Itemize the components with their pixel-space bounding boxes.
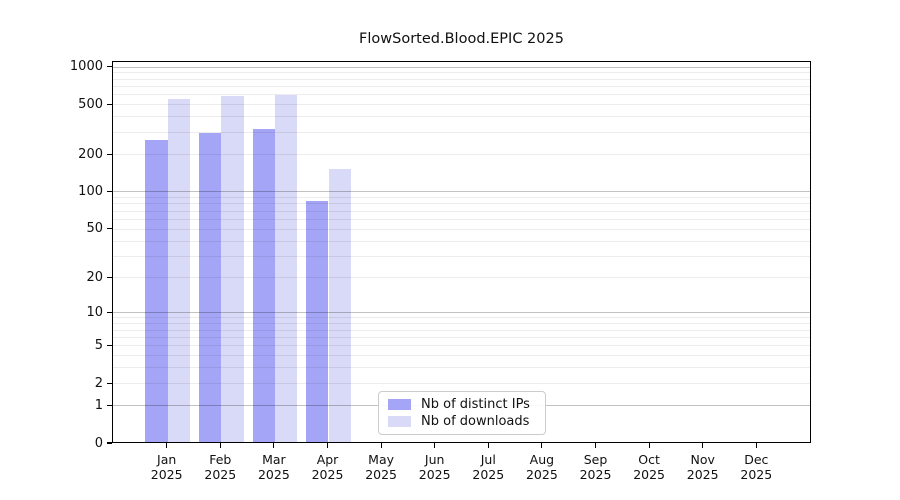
y-tick-label: 1000 [69,59,103,75]
x-axis-tick [326,443,329,448]
y-tick-label: 200 [78,146,103,162]
x-tick-label-jul: Jul 2025 [472,451,505,483]
y-gridline-minor [113,329,810,331]
y-gridline-minor [113,104,810,106]
y-axis-tick [106,66,112,68]
y-tick-label: 1 [94,397,103,413]
x-tick-label-mar: Mar 2025 [257,451,290,483]
y-gridline-minor [113,240,810,242]
legend: Nb of distinct IPs Nb of downloads [378,391,546,435]
bar-distinct-ips-mar [252,129,275,442]
plot-area [112,61,811,443]
y-gridline-minor [113,228,810,230]
y-tick-label: 10 [86,304,103,320]
x-tick-label-nov: Nov 2025 [686,451,719,483]
x-tick-label-feb: Feb 2025 [204,451,237,483]
y-axis-tick [106,191,112,193]
y-gridline-minor [113,355,810,357]
x-axis-tick [219,443,221,448]
bar-downloads-jan [167,98,190,442]
y-axis-tick [106,442,112,444]
bar-distinct-ips-feb [199,133,222,442]
y-gridline-minor [113,210,810,212]
x-tick-label-aug: Aug 2025 [525,451,558,483]
x-tick-label-jan: Jan 2025 [150,451,183,483]
x-tick-label-oct: Oct 2025 [633,451,665,483]
y-gridline-minor [113,197,810,199]
legend-swatch-downloads [388,416,411,427]
y-gridline-minor [113,85,810,87]
chart-title: FlowSorted.Blood.EPIC 2025 [359,31,564,47]
y-tick-label: 500 [78,96,103,112]
x-axis-tick [487,443,489,448]
x-tick-label-dec: Dec 2025 [740,451,773,483]
y-axis-tick [106,153,112,155]
y-gridline-minor [113,153,810,155]
bar-distinct-ips-apr [306,200,329,442]
y-gridline-minor [113,131,810,133]
x-axis-tick [648,443,650,448]
legend-item-distinct-ips: Nb of distinct IPs [388,397,536,412]
x-tick-label-jun: Jun 2025 [418,451,451,483]
y-gridline-minor [113,317,810,319]
y-tick-label: 0 [94,435,103,451]
y-gridline-minor [113,336,810,338]
y-axis-tick [106,228,112,230]
y-gridline-major [113,312,810,314]
legend-label-downloads: Nb of downloads [421,414,530,429]
y-axis-tick [106,103,112,105]
x-axis-tick [594,443,597,448]
y-gridline-minor [113,94,810,96]
x-axis-tick [166,443,168,448]
legend-label-distinct-ips: Nb of distinct IPs [421,397,530,412]
x-tick-label-may: May 2025 [365,451,397,483]
y-gridline-minor [113,345,810,347]
x-axis-tick [434,443,436,448]
y-axis-tick [106,276,112,278]
y-axis-tick [106,311,112,313]
bar-downloads-mar [274,95,298,442]
y-gridline-minor [113,116,810,118]
x-axis-tick [702,443,704,448]
y-gridline-minor [113,323,810,325]
y-tick-label: 50 [86,221,103,237]
y-tick-label: 2 [94,375,103,391]
y-tick-label: 20 [86,269,103,285]
y-gridline-major [113,191,810,193]
y-gridline-minor [113,367,810,369]
x-axis-tick [273,443,275,448]
x-axis-tick [541,443,543,448]
y-gridline-minor [113,72,810,74]
y-gridline-minor [113,218,810,220]
y-gridline-major [113,66,810,68]
bar-downloads-feb [221,96,244,442]
bar-downloads-apr [328,168,351,442]
y-axis-tick [106,344,112,346]
y-gridline-minor [113,276,810,278]
x-axis-tick [380,443,382,448]
y-gridline-minor [113,382,810,384]
x-axis-tick [755,443,757,448]
legend-swatch-distinct-ips [388,399,411,410]
y-gridline-minor [113,255,810,257]
y-tick-label: 5 [94,337,103,353]
y-axis-tick [106,404,112,406]
y-tick-label: 100 [78,184,103,200]
x-tick-label-apr: Apr 2025 [311,451,344,483]
y-gridline-minor [113,78,810,80]
x-tick-label-sep: Sep 2025 [579,451,612,483]
bar-distinct-ips-jan [145,139,168,442]
legend-item-downloads: Nb of downloads [388,414,536,429]
y-gridline-minor [113,203,810,205]
y-axis-tick [106,382,112,384]
